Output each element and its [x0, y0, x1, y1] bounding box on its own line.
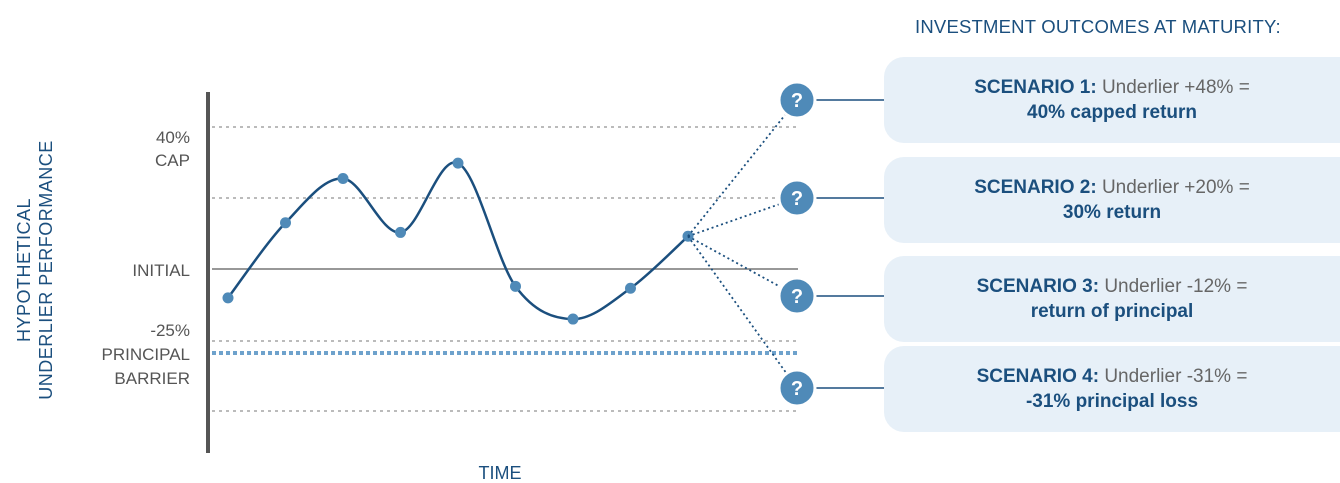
observation-point — [510, 280, 521, 292]
scenario-card-4: SCENARIO 4: Underlier -31% = -31% princi… — [884, 346, 1340, 432]
scenario-description: Underlier -31% = — [1104, 366, 1248, 387]
scenario-description: Underlier +48% = — [1101, 77, 1250, 98]
question-circle-icon: ? — [777, 276, 817, 316]
observation-point — [452, 157, 464, 169]
scenario-title: SCENARIO 4: — [976, 366, 1100, 387]
y-axis-title-line2: UNDERLIER PERFORMANCE — [36, 140, 56, 400]
outcomes-title: INVESTMENT OUTCOMES AT MATURITY: — [915, 16, 1281, 37]
scenario-outcome: 30% return — [1062, 202, 1162, 223]
scenario-path-3 — [687, 235, 798, 297]
cap-label: CAP — [155, 151, 190, 170]
initial-label: INITIAL — [132, 261, 190, 280]
scenario-outcome: -31% principal loss — [1025, 391, 1199, 412]
scenario-card-2: SCENARIO 2: Underlier +20% = 30% return — [884, 157, 1340, 243]
observation-point — [567, 313, 579, 325]
scenario-card-3: SCENARIO 3: Underlier -12% = return of p… — [884, 256, 1340, 342]
observation-point — [222, 292, 234, 304]
scenario-path-1 — [687, 99, 798, 237]
question-circle — [777, 276, 817, 316]
question-glyph: ? — [791, 286, 803, 308]
barrier-label-principal: PRINCIPAL — [102, 345, 191, 364]
scenario-path-4 — [687, 235, 798, 389]
scenario-title: SCENARIO 1: — [974, 77, 1097, 98]
y-axis-title-line1: HYPOTHETICAL — [14, 198, 34, 342]
question-circle — [777, 80, 817, 120]
scenario-outcome: return of principal — [1030, 301, 1194, 322]
question-glyph: ? — [791, 188, 803, 210]
observation-point — [280, 217, 291, 229]
performance-curve — [222, 157, 694, 325]
scenario-description: Underlier +20% = — [1101, 177, 1250, 198]
performance-line — [227, 161, 689, 321]
question-circle — [777, 368, 817, 408]
question-glyph: ? — [791, 90, 803, 112]
question-circle-icon: ? — [777, 80, 817, 120]
question-circle-icon: ? — [777, 178, 817, 218]
scenario-description: Underlier -12% = — [1104, 276, 1248, 297]
x-axis-title: TIME — [479, 463, 522, 483]
question-glyph: ? — [791, 378, 803, 400]
question-circle-icon: ? — [777, 368, 817, 408]
observation-point — [337, 173, 349, 185]
cap-percent-label: 40% — [156, 128, 190, 147]
observation-point — [625, 282, 636, 294]
observation-point — [395, 226, 406, 238]
scenario-title: SCENARIO 2: — [974, 177, 1097, 198]
scenario-connectors: ???? — [687, 80, 884, 408]
barrier-percent-label: -25% — [150, 321, 190, 340]
barrier-label-barrier: BARRIER — [114, 369, 190, 388]
scenario-outcome: 40% capped return — [1027, 102, 1197, 123]
question-circle — [777, 178, 817, 218]
scenario-title: SCENARIO 3: — [976, 276, 1100, 297]
scenario-card-1: SCENARIO 1: Underlier +48% = 40% capped … — [884, 57, 1340, 143]
